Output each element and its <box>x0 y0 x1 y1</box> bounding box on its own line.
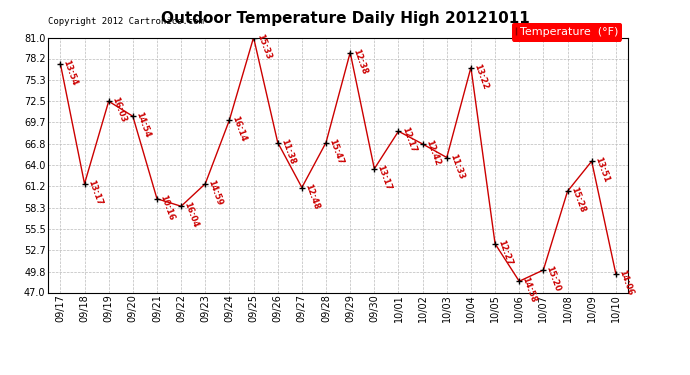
Text: 12:48: 12:48 <box>303 182 321 210</box>
Text: 14:06: 14:06 <box>617 268 635 297</box>
Text: 14:58: 14:58 <box>520 276 538 304</box>
Text: 15:28: 15:28 <box>569 186 586 214</box>
Text: Outdoor Temperature Daily High 20121011: Outdoor Temperature Daily High 20121011 <box>161 11 529 26</box>
Legend: Temperature  (°F): Temperature (°F) <box>512 22 622 42</box>
Text: 12:27: 12:27 <box>496 238 514 267</box>
Text: 11:33: 11:33 <box>448 152 466 180</box>
Text: 12:42: 12:42 <box>424 139 442 167</box>
Text: 12:38: 12:38 <box>351 47 369 75</box>
Text: 13:54: 13:54 <box>61 58 79 87</box>
Text: 16:14: 16:14 <box>230 115 248 143</box>
Text: 11:38: 11:38 <box>279 137 297 165</box>
Text: 13:17: 13:17 <box>86 178 104 207</box>
Text: 15:47: 15:47 <box>327 137 345 165</box>
Text: 12:17: 12:17 <box>400 126 417 154</box>
Text: 15:20: 15:20 <box>544 265 562 293</box>
Text: 13:22: 13:22 <box>472 62 490 90</box>
Text: 10:16: 10:16 <box>158 194 176 222</box>
Text: 13:17: 13:17 <box>375 164 393 192</box>
Text: 13:51: 13:51 <box>593 156 611 184</box>
Text: 14:59: 14:59 <box>206 178 224 207</box>
Text: 14:54: 14:54 <box>134 111 152 139</box>
Text: 16:03: 16:03 <box>110 96 128 124</box>
Text: Copyright 2012 Cartronics.com: Copyright 2012 Cartronics.com <box>48 17 204 26</box>
Text: 16:04: 16:04 <box>182 201 200 229</box>
Text: 15:33: 15:33 <box>255 32 273 60</box>
